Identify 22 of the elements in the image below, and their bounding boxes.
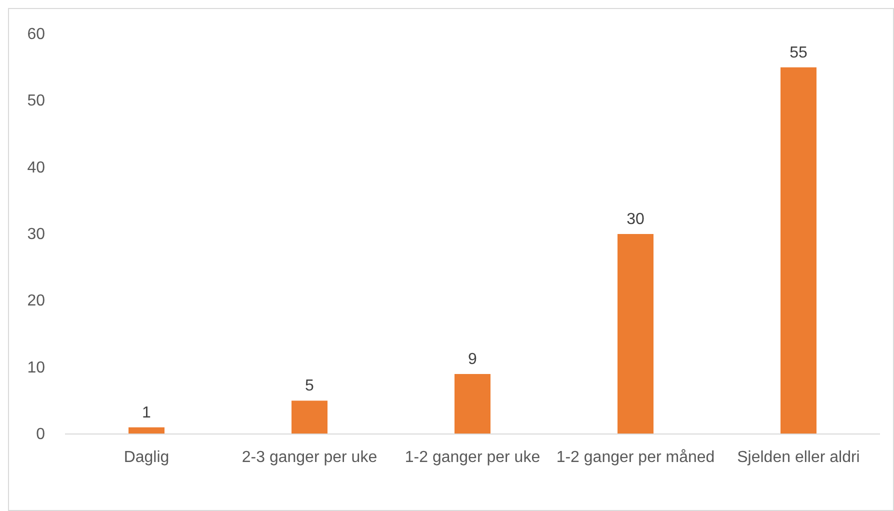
y-tick-label: 50	[27, 92, 46, 110]
y-tick-label: 40	[27, 159, 46, 176]
y-tick-label: 20	[27, 292, 46, 310]
data-label: 1	[142, 404, 152, 422]
y-tick-label: 60	[27, 26, 46, 43]
data-label: 5	[305, 378, 314, 395]
data-label: 9	[468, 351, 478, 368]
x-tick-label: 1-2 ganger per måned	[556, 449, 715, 466]
y-tick-label: 10	[27, 359, 46, 376]
bar	[292, 400, 328, 434]
y-tick-label: 0	[36, 426, 46, 443]
x-tick-label: Daglig	[124, 449, 170, 466]
x-tick-label: Sjelden eller aldri	[737, 449, 860, 466]
bar	[454, 374, 490, 434]
data-label: 55	[790, 44, 808, 62]
x-tick-label: 1-2 ganger per uke	[404, 449, 540, 466]
bar	[780, 67, 816, 434]
x-tick-label: 2-3 ganger per uke	[242, 449, 378, 466]
data-label: 30	[626, 211, 644, 228]
y-tick-label: 30	[27, 226, 46, 243]
bar	[618, 234, 654, 434]
bar	[128, 427, 164, 434]
